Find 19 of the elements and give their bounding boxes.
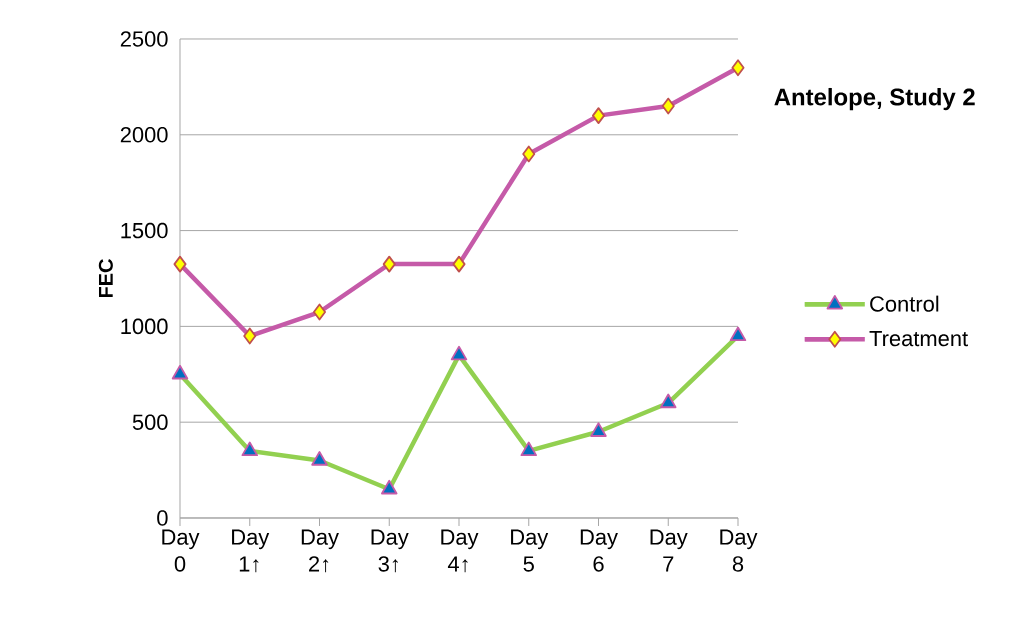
- y-axis-title: FEC: [98, 259, 113, 298]
- legend-label: Control: [870, 295, 939, 312]
- legend-label: Treatment: [869, 330, 968, 347]
- x-tick-label: Day 2↑: [301, 529, 339, 573]
- y-tick-label: 2000: [120, 127, 168, 143]
- x-tick-label: Day 6: [580, 529, 618, 572]
- x-tick-label: Day 8: [720, 529, 758, 572]
- x-tick-label: Day 3↑: [371, 529, 409, 573]
- y-tick-label: 2500: [120, 31, 168, 47]
- y-tick-label: 1000: [121, 318, 168, 335]
- x-tick-label: Day 7: [650, 529, 688, 572]
- y-tick-label: 500: [132, 414, 168, 430]
- x-tick-label: Day 1↑: [232, 529, 270, 573]
- x-tick-label: Day 4↑: [441, 529, 479, 573]
- text: Antelope, Study 2: [774, 87, 975, 111]
- x-tick-label: Day 0: [162, 529, 200, 572]
- y-tick-label: 0: [157, 510, 168, 526]
- y-tick-label: 1500: [121, 222, 168, 239]
- x-tick-label: Day 5: [511, 529, 549, 572]
